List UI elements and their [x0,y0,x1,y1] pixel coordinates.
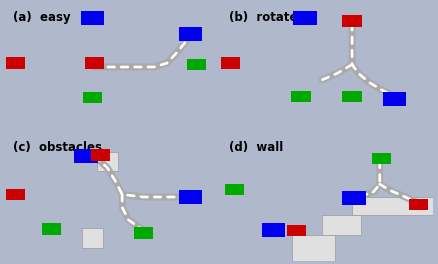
Bar [83,92,102,103]
Text: (c)  obstacles: (c) obstacles [14,141,102,154]
Bar [372,153,392,164]
Bar [6,57,25,69]
Bar [91,149,110,161]
Text: (b)  rotated: (b) rotated [229,11,305,24]
Bar [81,11,104,25]
Bar [85,57,104,69]
Text: (a)  easy: (a) easy [14,11,71,24]
Bar [291,91,311,102]
Bar [221,57,240,69]
Bar [134,227,153,239]
Bar [343,91,362,102]
Bar [343,15,362,27]
Bar [74,149,98,163]
Bar [179,27,202,41]
Bar [225,183,244,195]
Bar [96,152,118,171]
Bar [287,224,306,236]
Bar [293,235,335,261]
Bar [187,59,206,70]
Bar [6,189,25,200]
Bar [383,92,406,106]
Bar [81,228,103,248]
Bar [293,11,317,25]
Bar [343,191,366,205]
Bar [42,223,61,235]
Bar [409,199,427,210]
Text: (d)  wall: (d) wall [229,141,283,154]
Bar [322,215,360,235]
Bar [179,190,202,204]
Bar [352,197,433,215]
Bar [261,223,285,237]
